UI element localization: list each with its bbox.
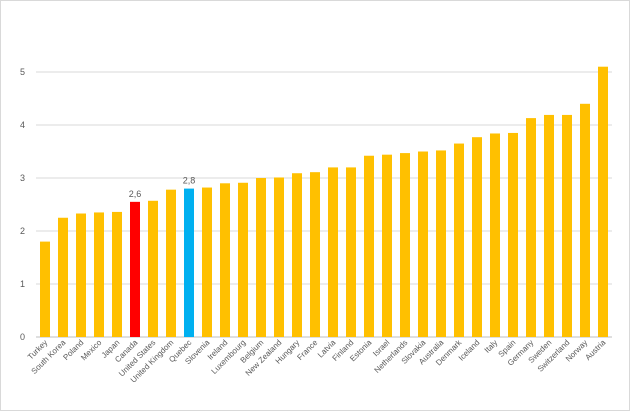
bar-italy [490, 133, 500, 337]
x-category-label-mexico: Mexico [79, 338, 104, 363]
bar-denmark [454, 143, 464, 337]
bar-slovakia [418, 151, 428, 337]
y-tick-label-5: 5 [20, 67, 25, 77]
y-tick-label-4: 4 [20, 120, 25, 130]
bar-australia [436, 150, 446, 337]
bars [40, 66, 608, 338]
y-tick-label-0: 0 [20, 332, 25, 342]
bar-united-kingdom [166, 189, 176, 337]
bar-luxembourg [238, 182, 248, 337]
bar-ireland [220, 183, 230, 337]
y-tick-label-3: 3 [20, 173, 25, 183]
data-label-canada: 2,6 [129, 189, 142, 199]
bar-mexico [94, 212, 104, 337]
bar-new-zealand [274, 177, 284, 337]
bar-slovenia [202, 187, 212, 337]
bar-south-korea [58, 217, 68, 337]
bar-finland [346, 167, 356, 337]
bar-hungary [292, 173, 302, 337]
bar-belgium [256, 178, 266, 337]
bar-sweden [544, 114, 554, 338]
bar-quebec [184, 188, 194, 337]
bar-canada [130, 201, 140, 337]
bar-poland [76, 213, 86, 337]
bar-japan [112, 211, 122, 337]
y-tick-label-1: 1 [20, 279, 25, 289]
bar-turkey [40, 241, 50, 337]
y-tick-label-2: 2 [20, 226, 25, 236]
bar-austria [598, 66, 608, 337]
x-category-label-austria: Austria [583, 338, 607, 362]
data-label-quebec: 2,8 [183, 176, 196, 186]
bar-latvia [328, 167, 338, 337]
bar-france [310, 172, 320, 337]
bar-israel [382, 154, 392, 337]
grid-lines [36, 71, 612, 338]
bar-netherlands [400, 153, 410, 337]
bar-united-states [148, 200, 158, 337]
bar-estonia [364, 155, 374, 337]
bar-norway [580, 103, 590, 337]
bar-switzerland [562, 114, 572, 338]
bar-germany [526, 118, 536, 337]
x-category-label-france: France [295, 338, 319, 362]
data-labels: 2,6 2,8 [129, 176, 196, 199]
bar-iceland [472, 137, 482, 337]
y-axis-ticks: 0 1 2 3 4 5 [20, 67, 25, 342]
bar-spain [508, 132, 518, 337]
